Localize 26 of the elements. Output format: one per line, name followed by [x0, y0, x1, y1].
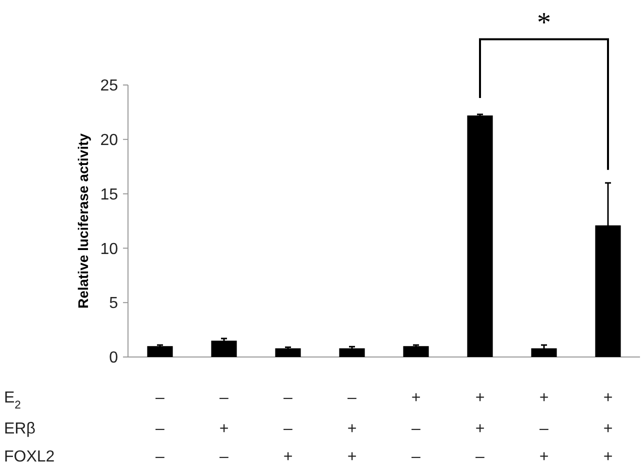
x-tick-label: + + +	[603, 390, 613, 466]
text: ERβ	[4, 420, 36, 438]
bar	[211, 340, 237, 357]
text: E$_{2}$	[4, 390, 21, 412]
bar	[531, 348, 557, 357]
y-tick-label: 0	[109, 350, 118, 367]
text: *	[537, 7, 551, 38]
x-tick-label: – – –	[156, 390, 165, 466]
x-tick-label: + + –	[475, 390, 485, 466]
bar	[339, 348, 365, 357]
y-axis-title: Relative luciferase activity	[75, 133, 91, 309]
bar	[147, 346, 173, 357]
y-tick-label: 15	[100, 186, 118, 204]
text: FOXL2	[4, 448, 55, 466]
x-tick-label: + – –	[411, 390, 421, 466]
bar	[275, 348, 301, 357]
y-tick-label: 10	[100, 240, 118, 258]
x-tick-label: + – +	[539, 390, 549, 466]
y-tick-label: 5	[109, 295, 118, 312]
y-tick-label: 25	[100, 78, 118, 95]
bar	[403, 346, 429, 357]
bar	[467, 115, 493, 357]
x-tick-label: – + +	[347, 390, 357, 466]
x-tick-label: – + –	[219, 390, 229, 466]
x-tick-label: – – +	[283, 390, 293, 466]
y-tick-label: 20	[100, 132, 118, 149]
